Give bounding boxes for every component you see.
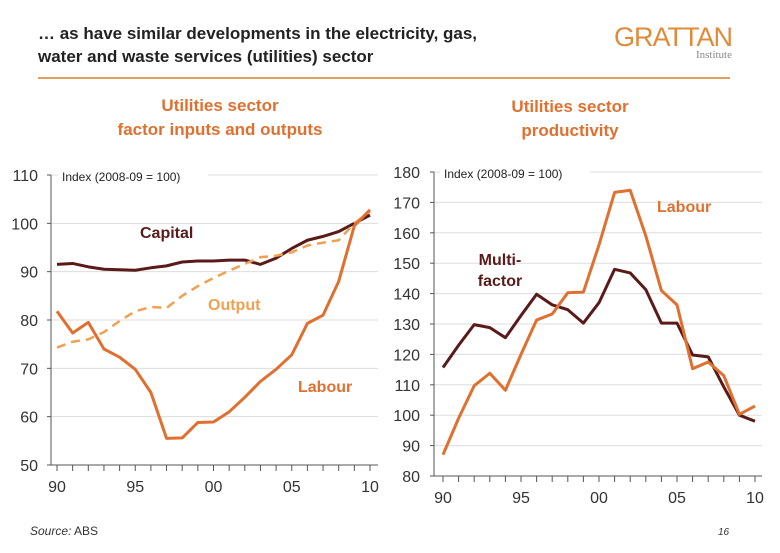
- ylabel-bg: [440, 162, 590, 182]
- series-line-multifactor: [441, 267, 756, 423]
- series-label: Output: [208, 297, 261, 314]
- x-tick-label: 90: [434, 490, 452, 507]
- y-tick-label: 110: [394, 378, 420, 395]
- ylabel-bg: [58, 165, 208, 185]
- x-tick-label: 00: [205, 479, 223, 496]
- y-tick-label: 110: [12, 168, 38, 185]
- y-axis-label: Index (2008-09 = 100): [444, 167, 562, 181]
- series-line-output: [56, 210, 371, 349]
- series-label: Labour: [657, 199, 711, 216]
- x-tick-label: 10: [361, 479, 379, 496]
- x-tick-label: 95: [126, 479, 144, 496]
- slide-title: … as have similar developments in the el…: [38, 22, 477, 68]
- x-tick-label: 10: [746, 490, 764, 507]
- y-tick-label: 50: [20, 458, 38, 475]
- header-divider: [38, 77, 730, 79]
- y-tick-label: 80: [20, 313, 38, 330]
- y-tick-label: 170: [393, 195, 420, 212]
- right-chart-title: Utilities sector productivity: [420, 95, 720, 143]
- grattan-logo: GRATTAN Institute: [606, 22, 733, 61]
- logo-main: GRATTAN: [614, 22, 733, 52]
- x-tick-label: 00: [590, 490, 608, 507]
- y-tick-label: 80: [402, 469, 420, 486]
- series-line-capital: [56, 213, 371, 272]
- series-label: Multi-: [479, 252, 522, 269]
- y-tick-label: 90: [20, 265, 38, 282]
- y-tick-label: 140: [393, 287, 420, 304]
- right-title-line-2: productivity: [521, 121, 619, 140]
- right-title-line-1: Utilities sector: [511, 97, 629, 116]
- series-label: factor: [478, 273, 522, 290]
- x-tick-label: 05: [283, 479, 301, 496]
- y-axis-label: Index (2008-09 = 100): [62, 170, 180, 184]
- source-note: Source: ABS: [30, 524, 98, 538]
- title-line-2: water and waste services (utilities) sec…: [38, 47, 374, 66]
- x-tick-label: 05: [668, 490, 686, 507]
- y-tick-label: 130: [393, 317, 420, 334]
- series-label: Capital: [140, 225, 193, 242]
- y-tick-label: 120: [393, 347, 420, 364]
- left-chart-title: Utilities sector factor inputs and outpu…: [60, 94, 380, 142]
- series-label: Labour: [298, 379, 352, 396]
- logo-sub: Institute: [695, 49, 732, 61]
- y-tick-label: 100: [11, 216, 38, 233]
- y-tick-label: 70: [20, 361, 38, 378]
- left-title-line-2: factor inputs and outputs: [117, 120, 323, 139]
- y-tick-label: 100: [393, 408, 420, 425]
- y-tick-label: 90: [402, 439, 420, 456]
- y-tick-label: 180: [393, 165, 420, 182]
- y-tick-label: 150: [393, 256, 420, 273]
- y-tick-label: 60: [20, 410, 38, 427]
- title-line-1: … as have similar developments in the el…: [38, 24, 478, 43]
- source-value: ABS: [71, 524, 99, 538]
- left-title-line-1: Utilities sector: [161, 96, 279, 115]
- series-line-labour: [441, 188, 756, 456]
- y-tick-label: 160: [393, 226, 420, 243]
- page-number: 16: [718, 527, 730, 538]
- x-tick-label: 90: [48, 479, 66, 496]
- series-line-labour: [55, 208, 372, 440]
- x-tick-label: 95: [512, 490, 530, 507]
- source-label: Source:: [30, 524, 72, 538]
